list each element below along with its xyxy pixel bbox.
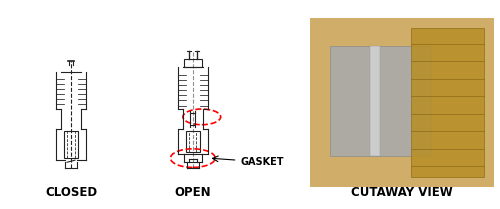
Bar bbox=[64, 131, 78, 158]
Bar bbox=[330, 46, 430, 156]
Text: GASKET: GASKET bbox=[240, 157, 284, 167]
Text: CLOSED: CLOSED bbox=[45, 186, 97, 199]
Bar bbox=[411, 28, 484, 177]
Bar bbox=[186, 131, 200, 152]
Bar bbox=[310, 18, 494, 187]
Text: CUTAWAY VIEW: CUTAWAY VIEW bbox=[351, 186, 452, 199]
Text: OPEN: OPEN bbox=[174, 186, 211, 199]
Bar bbox=[184, 59, 202, 67]
Bar bbox=[370, 46, 380, 156]
